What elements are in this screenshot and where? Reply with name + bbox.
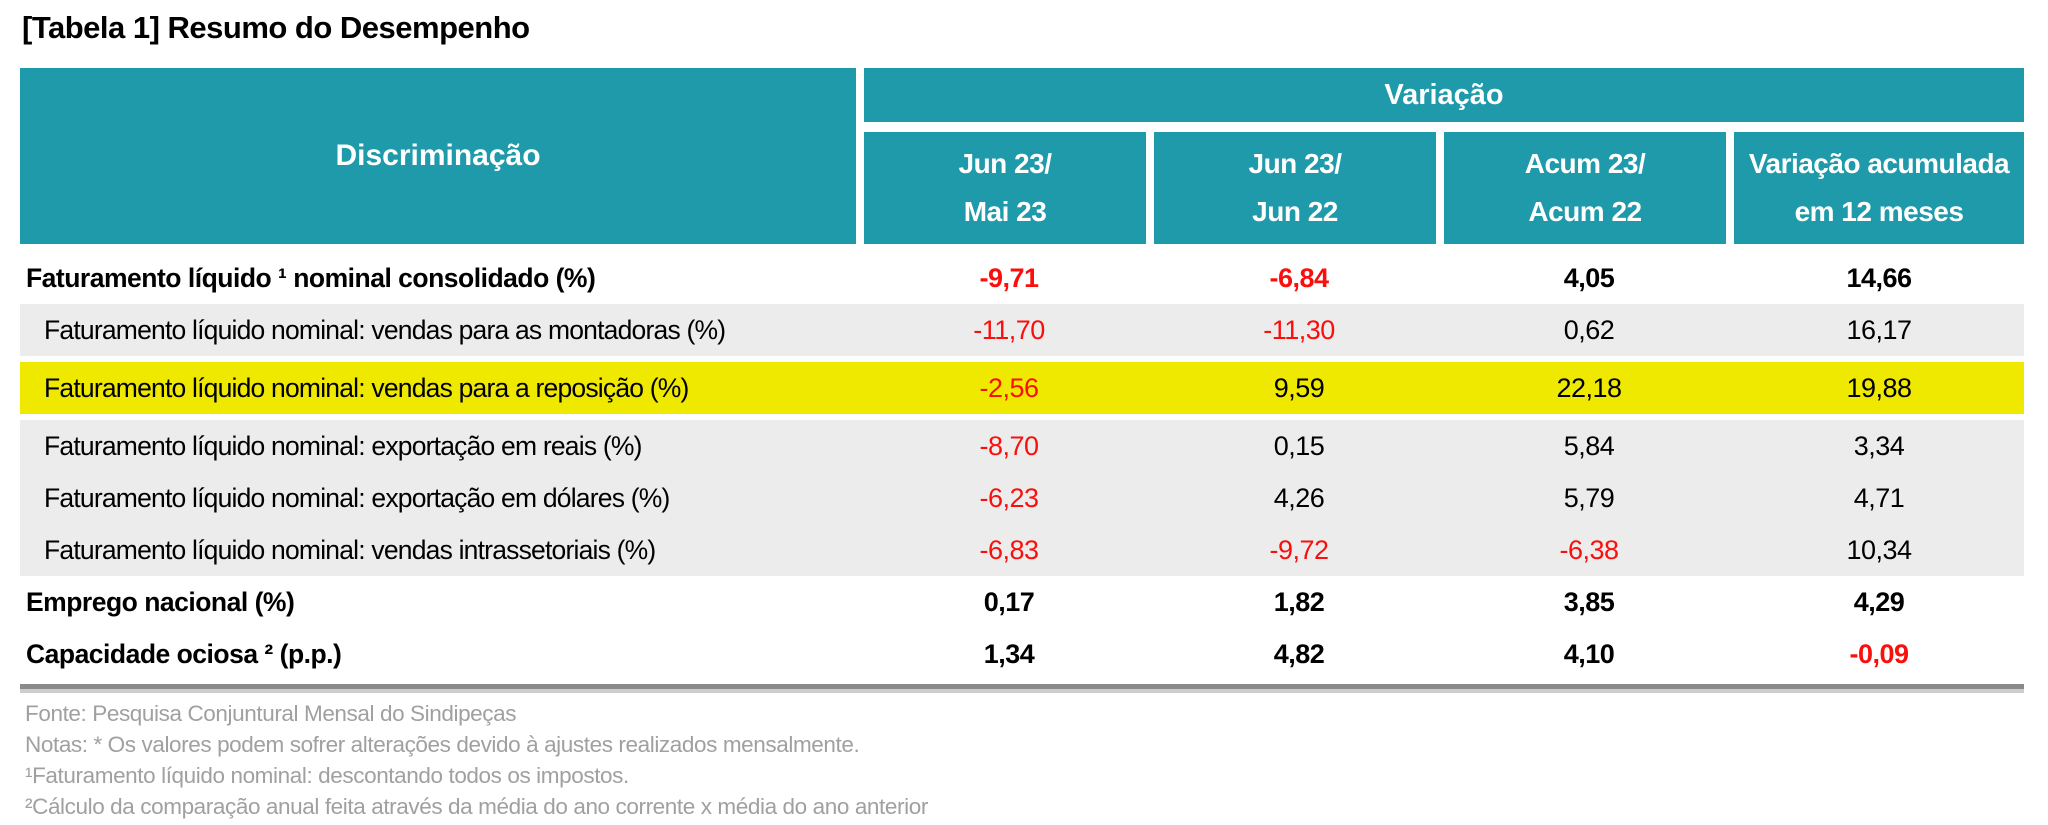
column-header-line2: em 12 meses <box>1794 196 1964 227</box>
table-row: Faturamento líquido nominal: exportação … <box>20 420 2024 472</box>
value-cell: -0,09 <box>1849 638 1909 669</box>
table-row: Faturamento líquido nominal: vendas para… <box>20 362 2024 414</box>
column-header-line1: Acum 23/ <box>1524 148 1646 179</box>
source-note: Fonte: Pesquisa Conjuntural Mensal do Si… <box>25 701 517 726</box>
table-row: Capacidade ociosa ² (p.p.) 1,34 4,82 4,10 -0… <box>20 628 2024 680</box>
value-cell: 0,15 <box>1273 430 1325 461</box>
row-label: Faturamento líquido nominal: vendas para… <box>44 372 689 403</box>
row-label: Faturamento líquido nominal: exportação … <box>44 482 670 513</box>
table-header: Discriminação Variação Jun 23/ Mai 23 Ju… <box>20 68 2024 244</box>
value-cell: 5,84 <box>1563 430 1615 461</box>
value-cell: -6,23 <box>979 482 1039 513</box>
value-cell: -11,30 <box>1263 314 1335 345</box>
value-cell: 4,71 <box>1853 482 1905 513</box>
value-cell: 14,66 <box>1846 262 1912 293</box>
value-cell: -9,72 <box>1269 534 1329 565</box>
value-cell: -8,70 <box>979 430 1039 461</box>
table-row: Faturamento líquido ¹ nominal consolidad… <box>20 252 2024 304</box>
row-label: Faturamento líquido ¹ nominal consolidad… <box>26 262 596 293</box>
value-cell: 1,34 <box>983 638 1035 669</box>
footnote-1: ¹Faturamento líquido nominal: descontand… <box>25 763 629 788</box>
column-header-line2: Mai 23 <box>963 196 1047 227</box>
value-cell: 5,79 <box>1563 482 1615 513</box>
notes-line: Notas: * Os valores podem sofrer alteraç… <box>25 732 860 757</box>
value-cell: 0,62 <box>1563 314 1615 345</box>
row-label: Faturamento líquido nominal: vendas para… <box>44 314 726 345</box>
header-variacao: Variação <box>864 68 2024 122</box>
value-cell: 22,18 <box>1556 372 1622 403</box>
value-cell: -2,56 <box>979 372 1039 403</box>
column-header-line1: Jun 23/ <box>958 148 1052 179</box>
value-cell: -11,70 <box>973 314 1045 345</box>
row-label: Emprego nacional (%) <box>26 586 295 617</box>
column-header-variacao-12-meses: Variação acumulada em 12 meses <box>1734 132 2024 244</box>
column-header-line1: Variação acumulada <box>1748 148 2010 179</box>
table-row: Faturamento líquido nominal: vendas intr… <box>20 524 2024 576</box>
header-discriminacao: Discriminação <box>20 68 856 244</box>
value-cell: 9,59 <box>1273 372 1325 403</box>
value-cell: 0,17 <box>983 586 1035 617</box>
page-title: [Tabela 1] Resumo do Desempenho <box>22 10 530 45</box>
value-cell: -6,83 <box>979 534 1039 565</box>
table-body: Faturamento líquido ¹ nominal consolidad… <box>20 252 2024 680</box>
row-label: Faturamento líquido nominal: vendas intr… <box>44 534 656 565</box>
value-cell: -6,38 <box>1559 534 1619 565</box>
value-cell: 16,17 <box>1846 314 1912 345</box>
value-cell: 4,05 <box>1563 262 1615 293</box>
footnotes: Fonte: Pesquisa Conjuntural Mensal do Si… <box>25 698 1925 822</box>
value-cell: 10,34 <box>1846 534 1912 565</box>
column-header-acum23-acum22: Acum 23/ Acum 22 <box>1444 132 1726 244</box>
table-bottom-rule <box>20 684 2024 693</box>
footnote-2: ²Cálculo da comparação anual feita atrav… <box>25 794 928 819</box>
column-header-jun23-jun22: Jun 23/ Jun 22 <box>1154 132 1436 244</box>
table-row: Faturamento líquido nominal: exportação … <box>20 472 2024 524</box>
row-label: Capacidade ociosa ² (p.p.) <box>26 638 342 669</box>
value-cell: 4,82 <box>1273 638 1325 669</box>
column-header-line1: Jun 23/ <box>1248 148 1342 179</box>
value-cell: 19,88 <box>1846 372 1912 403</box>
value-cell: 1,82 <box>1273 586 1325 617</box>
value-cell: 3,34 <box>1853 430 1905 461</box>
value-cell: 4,10 <box>1563 638 1615 669</box>
value-cell: -9,71 <box>979 262 1039 293</box>
column-header-line2: Acum 22 <box>1528 196 1642 227</box>
table-row: Emprego nacional (%) 0,17 1,82 3,85 4,29 <box>20 576 2024 628</box>
row-label: Faturamento líquido nominal: exportação … <box>44 430 642 461</box>
value-cell: -6,84 <box>1269 262 1329 293</box>
table-row: Faturamento líquido nominal: vendas para… <box>20 304 2024 356</box>
value-cell: 3,85 <box>1563 586 1615 617</box>
value-cell: 4,26 <box>1273 482 1325 513</box>
value-cell: 4,29 <box>1853 586 1905 617</box>
column-header-line2: Jun 22 <box>1252 196 1338 227</box>
column-header-jun23-mai23: Jun 23/ Mai 23 <box>864 132 1146 244</box>
